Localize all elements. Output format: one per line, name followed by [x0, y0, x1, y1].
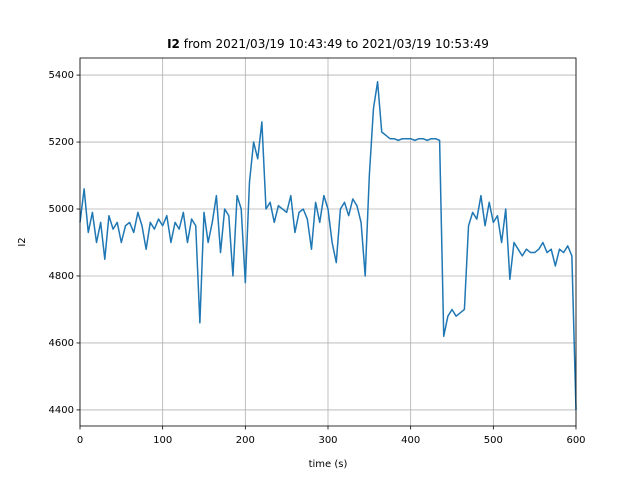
x-tick-label: 300 — [318, 435, 337, 446]
y-tick-label: 4400 — [49, 405, 74, 416]
title-bold: I2 — [167, 37, 180, 51]
data-line — [79, 81, 577, 410]
y-tick-label: 4600 — [49, 338, 74, 349]
x-tick-label: 100 — [153, 435, 172, 446]
title-rest: from 2021/03/19 10:43:49 to 2021/03/19 1… — [184, 37, 489, 51]
x-tick-label: 200 — [236, 435, 255, 446]
y-tick-label: 5200 — [49, 137, 74, 148]
y-tick-label: 4800 — [49, 271, 74, 282]
x-axis-label: time (s) — [309, 459, 348, 470]
y-tick-label: 5400 — [49, 70, 74, 81]
x-tick-label: 500 — [484, 435, 503, 446]
axes-frame — [79, 57, 577, 427]
x-tick-label: 400 — [401, 435, 420, 446]
y-tick-label: 5000 — [49, 204, 74, 215]
x-tick-label: 600 — [566, 435, 585, 446]
x-tick-label: 0 — [77, 435, 83, 446]
y-axis-label: I2 — [17, 237, 28, 246]
chart-title: I2 from 2021/03/19 10:43:49 to 2021/03/1… — [167, 37, 489, 51]
